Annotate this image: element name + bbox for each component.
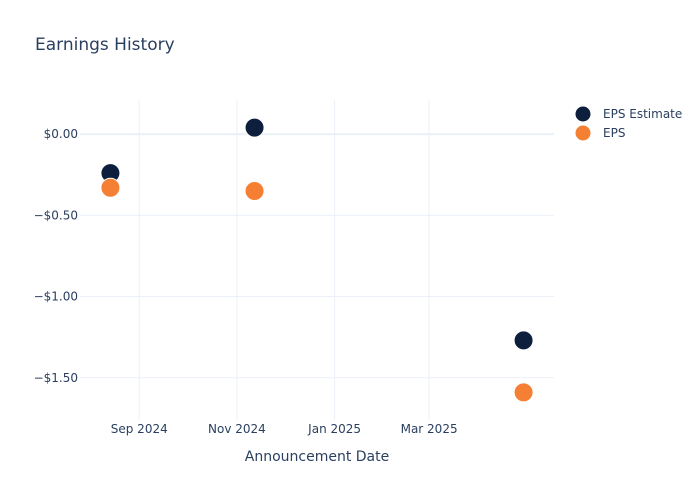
legend[interactable]: EPS Estimate EPS	[574, 105, 682, 142]
x-axis-ticks: Sep 2024 Nov 2024 Jan 2025 Mar 2025	[111, 422, 458, 436]
legend-label: EPS Estimate	[603, 107, 682, 121]
legend-item-eps-estimate[interactable]: EPS Estimate	[574, 105, 682, 123]
eps-estimate-point[interactable]	[513, 330, 534, 351]
eps-estimate-point[interactable]	[244, 117, 265, 138]
legend-marker	[574, 105, 592, 123]
x-axis-title: Announcement Date	[245, 449, 389, 465]
x-tick-label: Jan 2025	[307, 422, 361, 436]
y-tick-label: $0.00	[44, 127, 78, 141]
eps-point[interactable]	[100, 177, 121, 198]
legend-item-eps[interactable]: EPS	[574, 124, 625, 142]
x-tick-label: Mar 2025	[401, 422, 458, 436]
legend-marker	[574, 124, 592, 142]
grid-lines	[80, 100, 554, 420]
y-axis-ticks: $0.00 −$0.50 −$1.00 −$1.50	[34, 127, 78, 385]
y-tick-label: −$0.50	[34, 208, 78, 222]
y-tick-label: −$1.00	[34, 290, 78, 304]
eps-point[interactable]	[244, 180, 265, 201]
y-tick-label: −$1.50	[34, 371, 78, 385]
chart-title: Earnings History	[35, 35, 175, 55]
legend-label: EPS	[603, 126, 625, 140]
eps-point[interactable]	[513, 382, 534, 403]
data-points	[100, 117, 534, 403]
x-tick-label: Sep 2024	[111, 422, 168, 436]
x-tick-label: Nov 2024	[208, 422, 266, 436]
